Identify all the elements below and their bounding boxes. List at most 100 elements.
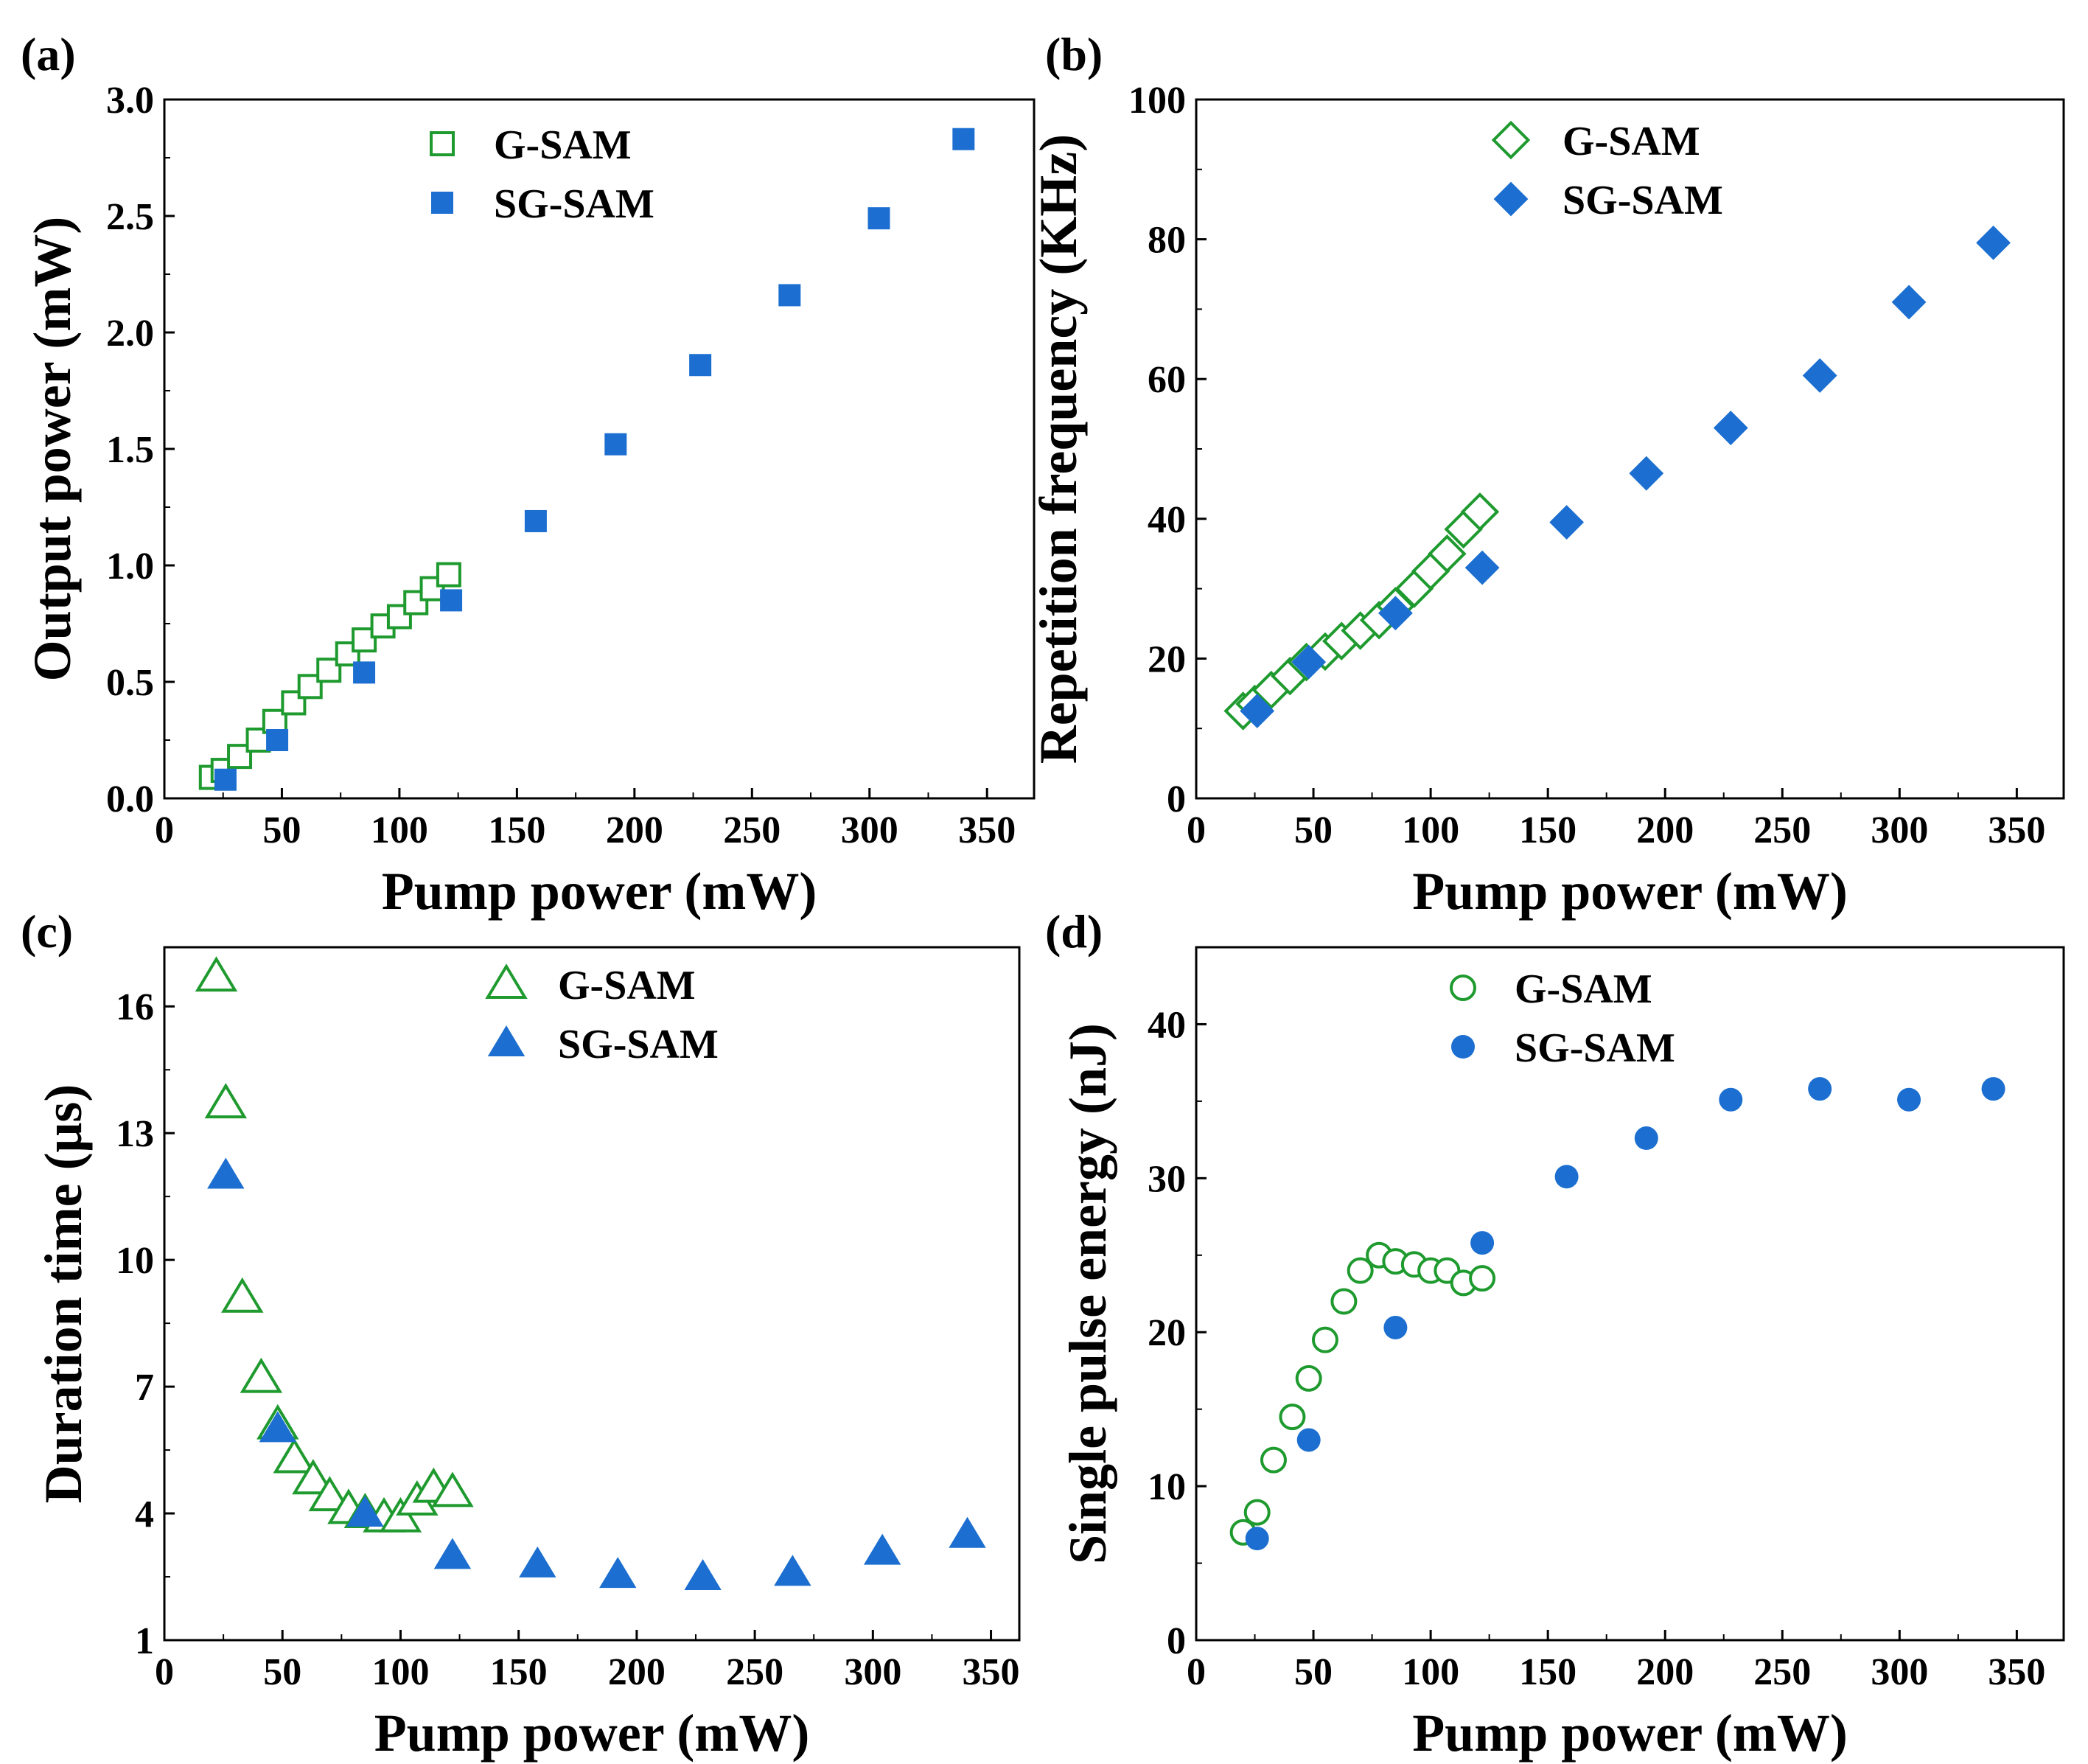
x-tick-label: 150	[488, 809, 545, 851]
y-axis-title: Repetition frequency (KHz)	[1029, 134, 1088, 764]
x-tick-label: 250	[723, 809, 781, 851]
x-tick-label: 150	[1519, 809, 1577, 851]
data-point	[778, 284, 801, 307]
x-tick-label: 50	[262, 809, 301, 851]
x-tick-label: 250	[1753, 1651, 1811, 1693]
x-tick-label: 150	[1519, 1651, 1577, 1693]
data-point	[1291, 644, 1327, 680]
data-point	[214, 768, 237, 791]
x-tick-label: 350	[958, 809, 1016, 851]
data-point	[195, 956, 238, 992]
x-tick-label: 0	[155, 1651, 174, 1693]
data-point	[1802, 358, 1837, 393]
legend-marker	[1493, 181, 1529, 217]
data-point	[1260, 1446, 1287, 1474]
data-point	[1295, 1364, 1322, 1392]
data-point	[1469, 1265, 1496, 1292]
data-point	[207, 1157, 245, 1189]
y-tick-label: 16	[116, 986, 154, 1028]
legend-marker	[431, 192, 453, 214]
legend-label: SG-SAM	[558, 1022, 719, 1067]
data-point	[1976, 225, 2011, 260]
series-g-sam	[1223, 492, 1500, 731]
data-point	[1549, 505, 1585, 540]
y-tick-label: 0	[1167, 1620, 1186, 1662]
data-point	[1243, 1499, 1271, 1526]
data-point	[1296, 1428, 1321, 1452]
y-tick-label: 7	[135, 1367, 154, 1409]
x-tick-label: 350	[963, 1651, 1020, 1693]
panel-c: (c) 0 50 100 150 200 250 300 350 1 4 7 10 13 16 Pump po…	[21, 905, 1021, 1763]
data-point	[1240, 694, 1275, 728]
y-axis-title: Duration time (μs)	[34, 1084, 93, 1504]
y-axis-title: Output power (mW)	[23, 217, 82, 682]
legend-label: SG-SAM	[494, 181, 654, 227]
x-tick-label: 200	[1636, 809, 1694, 851]
legend-label: SG-SAM	[1515, 1025, 1675, 1071]
legend-marker	[1450, 975, 1476, 1001]
data-point	[352, 627, 377, 653]
y-tick-label: 10	[1148, 1466, 1186, 1508]
legend-label: G-SAM	[1515, 966, 1652, 1012]
data-point	[266, 729, 289, 751]
data-point	[273, 1437, 315, 1474]
data-point	[684, 1559, 722, 1591]
data-point	[867, 207, 890, 230]
data-point	[1554, 1165, 1579, 1189]
data-point	[259, 1411, 297, 1443]
data-point	[774, 1555, 811, 1586]
x-tick-label: 350	[1988, 1651, 2045, 1693]
legend-label: SG-SAM	[1562, 178, 1723, 223]
x-tick-label: 300	[1871, 809, 1928, 851]
data-point	[519, 1546, 556, 1578]
y-tick-label: 40	[1148, 499, 1186, 541]
legend-marker	[1451, 1035, 1475, 1059]
data-point	[524, 509, 547, 532]
x-axis-title: Pump power (mW)	[374, 1704, 810, 1763]
legend-label: G-SAM	[558, 963, 696, 1008]
data-point	[689, 354, 712, 377]
data-point	[863, 1533, 901, 1565]
y-tick-label: 2.0	[106, 313, 154, 355]
series-g-sam	[198, 562, 461, 790]
x-tick-label: 150	[490, 1651, 548, 1693]
x-axis-title: Pump power (mW)	[382, 862, 817, 921]
y-tick-label: 60	[1148, 359, 1186, 401]
panel-label-b: (b)	[1045, 28, 1103, 80]
legend-marker	[1491, 120, 1531, 160]
series-sg-sam	[214, 128, 975, 791]
data-point	[308, 1476, 352, 1512]
plot-frame-c	[163, 946, 1021, 1642]
data-point	[240, 1357, 283, 1393]
y-tick-label: 1	[135, 1620, 154, 1662]
x-tick-label: 50	[1294, 1651, 1333, 1693]
y-tick-label: 2.5	[106, 196, 154, 238]
x-tick-label: 350	[1988, 809, 2045, 851]
x-tick-label: 200	[1636, 1651, 1694, 1693]
panel-label-c: (c)	[21, 905, 73, 958]
data-point	[1629, 456, 1664, 491]
x-tick-label: 0	[1187, 1651, 1206, 1693]
data-point	[1279, 1404, 1306, 1431]
data-point	[419, 576, 445, 602]
x-tick-label: 100	[371, 809, 428, 851]
data-point	[436, 562, 461, 588]
data-point	[952, 128, 975, 150]
data-point	[1464, 550, 1500, 585]
panel-b: (b) 0 50 100 150 200 250 300 350 0 20 40 60 80 100 Pump…	[1029, 28, 2065, 921]
data-point	[1460, 492, 1500, 531]
data-point	[353, 661, 376, 684]
x-tick-label: 100	[371, 1651, 429, 1693]
x-tick-label: 50	[263, 1651, 301, 1693]
panel-label-a: (a)	[21, 28, 76, 80]
y-tick-label: 1.5	[106, 429, 154, 471]
panel-a: (a) 0 50 100 150 200 250 300 350 0.0 0.5 1.0 1.5 2.0 2…	[21, 28, 1036, 921]
data-point	[949, 1516, 986, 1548]
x-tick-label: 100	[1402, 809, 1459, 851]
data-point	[1383, 1315, 1408, 1339]
series-sg-sam	[1245, 1077, 2005, 1551]
y-tick-label: 100	[1128, 80, 1186, 122]
data-point	[1330, 1288, 1358, 1315]
y-tick-label: 0.0	[106, 778, 154, 820]
plot-frame-d	[1195, 946, 2065, 1642]
